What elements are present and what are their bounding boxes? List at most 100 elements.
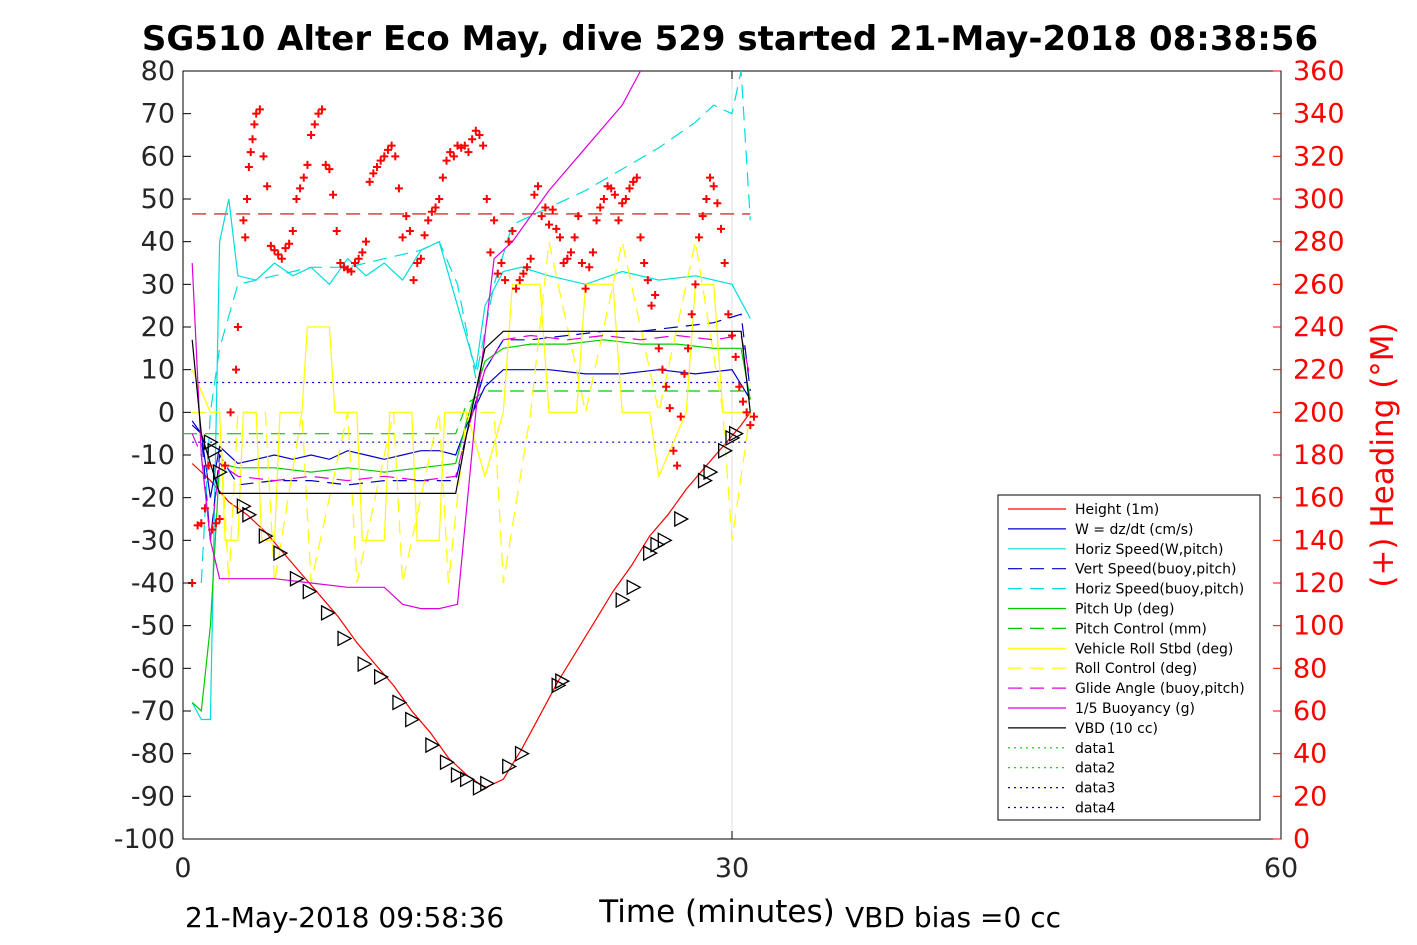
heading-point (658, 365, 667, 374)
heading-point (226, 408, 235, 417)
heading-point (523, 263, 532, 272)
left-tick-label: -50 (131, 611, 175, 642)
right-tick-label: 140 (1293, 525, 1345, 556)
triangle-marker (725, 429, 741, 447)
right-tick-label: 180 (1293, 440, 1345, 471)
series-line-vbd-10-cc- (191, 330, 751, 494)
series-line-pitch-control-mm- (183, 390, 751, 435)
heading-point (270, 246, 279, 255)
heading-point (581, 284, 590, 293)
right-tick-label: 20 (1293, 781, 1327, 812)
heading-point (475, 131, 484, 139)
series-line-glide-angle-buoy-pitch- (191, 334, 751, 541)
right-tick-label: 260 (1293, 269, 1345, 300)
heading-point (292, 195, 301, 203)
heading-point (405, 227, 414, 235)
heading-point (197, 519, 206, 528)
heading-point (435, 195, 444, 203)
heading-point (673, 461, 682, 470)
x-tick-label: 0 (174, 853, 191, 884)
heading-point (738, 397, 747, 406)
heading-point (274, 250, 283, 259)
triangle-marker (405, 711, 421, 728)
series-line-roll-control-deg- (192, 241, 751, 584)
heading-point (508, 227, 517, 235)
heading-point (735, 382, 744, 391)
heading-point (427, 207, 436, 216)
heading-point (329, 190, 338, 199)
right-tick-label: 240 (1293, 312, 1345, 343)
triangle-marker (236, 498, 252, 515)
heading-point (629, 177, 638, 186)
right-tick-label: 120 (1293, 568, 1345, 599)
heading-point (471, 126, 480, 135)
triangle-marker (555, 673, 571, 690)
heading-point (713, 199, 722, 208)
heading-point (402, 212, 411, 221)
heading-point (574, 212, 583, 221)
heading-point (354, 254, 363, 263)
series-line-vert-speed-buoy-pitch- (191, 313, 751, 541)
triangle-marker (615, 591, 631, 609)
heading-point (563, 254, 572, 263)
heading-point (585, 263, 594, 272)
heading-point (669, 446, 678, 455)
triangle-marker (551, 677, 567, 694)
heading-point (559, 259, 568, 267)
triangle-marker (207, 442, 223, 459)
heading-point (651, 291, 660, 299)
triangle-marker (439, 754, 455, 771)
heading-point (372, 163, 381, 171)
triangle-marker (302, 583, 318, 600)
heading-point (588, 248, 597, 257)
heading-point (387, 141, 396, 150)
legend: Height (1m) W = dz/dt (cm/s) Horiz Speed(W… (997, 494, 1261, 821)
heading-point (706, 173, 715, 182)
heading-point (512, 284, 521, 293)
heading-point (460, 141, 469, 150)
triangle-marker (289, 570, 305, 587)
left-tick-label: -70 (131, 696, 175, 727)
heading-point (362, 237, 370, 246)
series-line-w-dz-dt-cm-s- (191, 369, 751, 498)
heading-point (596, 203, 605, 212)
heading-point (446, 148, 455, 157)
triangle-marker (514, 745, 530, 762)
heading-point (347, 267, 356, 276)
legend-entry-label: Height (1m) (1075, 502, 1159, 518)
heading-point (490, 216, 499, 225)
heading-point (241, 233, 250, 242)
heading-point (632, 173, 641, 182)
right-tick-label: 80 (1293, 653, 1327, 684)
heading-point (307, 131, 316, 139)
heading-point (618, 199, 627, 208)
heading-point (643, 276, 652, 285)
chart-title: SG510 Alter Eco May, dive 529 started 21… (142, 19, 1318, 59)
triangle-marker (212, 463, 228, 481)
left-axis-ticks: 80 70 60 50 40 30 20 10 0 -10 -20 -30 -40 -50 -60 -70 -8… (114, 56, 191, 855)
heading-point (515, 276, 524, 285)
heading-point (246, 148, 255, 157)
triangle-marker (357, 655, 373, 673)
legend-entry-label: data3 (1075, 781, 1115, 797)
heading-point (314, 109, 323, 118)
triangle-marker (697, 472, 713, 489)
heading-point (614, 216, 623, 225)
heading-point (676, 412, 685, 421)
right-tick-label: 300 (1293, 184, 1345, 215)
heading-point (303, 160, 312, 169)
footer-vbd-bias: VBD bias =0 cc (845, 901, 1061, 934)
heading-point (431, 203, 440, 212)
heading-point (577, 259, 586, 267)
heading-point (640, 259, 649, 267)
heading-point (555, 233, 564, 242)
triangle-marker (273, 545, 289, 562)
triangle-marker (258, 527, 274, 545)
heading-point (208, 525, 217, 534)
heading-point (680, 369, 689, 378)
heading-point (277, 254, 286, 263)
heading-point (742, 408, 751, 417)
series-line-vehicle-roll-stbd-deg- (191, 283, 751, 541)
right-axis-label: (+) Heading (°M) (1365, 322, 1401, 587)
series-line-1-5-buoyancy-g- (191, 70, 642, 610)
